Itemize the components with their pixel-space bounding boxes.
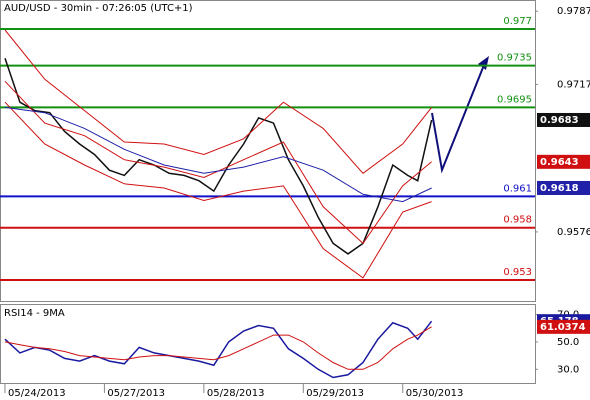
value-box-label: 0.9683 xyxy=(540,115,579,126)
projection-arrow xyxy=(431,59,487,174)
value-box-label: 0.9643 xyxy=(540,157,579,168)
value-box xyxy=(537,319,590,334)
y-tick-label: 0.9576 xyxy=(557,227,590,238)
value-box xyxy=(537,154,590,169)
value-box-label: 0.9618 xyxy=(540,183,579,194)
level-label: 0.9735 xyxy=(497,53,532,64)
value-box xyxy=(537,112,590,127)
value-box-label: 61.0374 xyxy=(540,322,586,333)
level-label: 0.9695 xyxy=(497,94,532,105)
main-frame xyxy=(0,0,536,302)
x-tick-label: 05/30/2013 xyxy=(406,388,464,399)
series-line xyxy=(4,29,432,174)
x-tick-label: 05/27/2013 xyxy=(107,388,165,399)
rsi-title: RSI14 - 9MA xyxy=(4,308,65,319)
level-label: 0.961 xyxy=(503,183,532,194)
series-line xyxy=(4,106,432,203)
series-line xyxy=(4,80,432,245)
series-line xyxy=(4,320,433,379)
y-tick-label: 50.0 xyxy=(557,337,579,348)
level-label: 0.953 xyxy=(503,267,532,278)
x-tick-label: 05/28/2013 xyxy=(207,388,265,399)
y-tick-label: 30.0 xyxy=(557,364,579,375)
x-tick-label: 05/29/2013 xyxy=(306,388,364,399)
x-tick-label: 05/24/2013 xyxy=(8,388,66,399)
level-label: 0.958 xyxy=(503,215,532,226)
rsi-frame xyxy=(0,304,536,384)
series-line xyxy=(4,58,433,255)
chart-title: AUD/USD - 30min - 07:26:05 (UTC+1) xyxy=(4,3,193,14)
y-tick-label: 0.9717 xyxy=(557,79,590,90)
series-line xyxy=(4,101,432,279)
series-line xyxy=(4,326,432,370)
y-tick-label: 0.9787 xyxy=(557,6,590,17)
arrow-head xyxy=(478,56,489,70)
level-label: 0.977 xyxy=(503,16,532,27)
value-box xyxy=(537,180,590,195)
